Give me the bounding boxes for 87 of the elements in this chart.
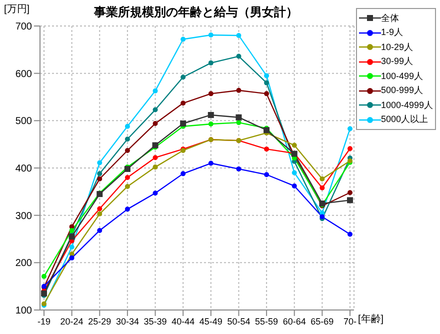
point (347, 197, 353, 204)
point (152, 164, 158, 170)
point (41, 290, 47, 296)
point (236, 120, 242, 126)
legend-label: 1-9人 (381, 26, 404, 40)
point (264, 146, 270, 152)
point (180, 120, 186, 127)
x-tick-label: 60-64 (282, 316, 306, 326)
point (124, 136, 130, 142)
x-tick-label: 65-69 (310, 316, 334, 326)
x-tick-label: 55-59 (255, 316, 278, 326)
legend-label: 10-29人 (381, 40, 414, 54)
y-tick-label: 400 (15, 164, 32, 175)
y-tick-label: 100 (15, 306, 32, 317)
point (152, 107, 158, 112)
legend-label: 1000-4999人 (381, 98, 434, 112)
point (236, 114, 242, 120)
legend-label: 500-999人 (381, 84, 424, 98)
point (348, 126, 352, 132)
point (236, 88, 242, 93)
point (264, 127, 270, 134)
x-axis-title: [年齢] (358, 312, 384, 326)
legend-label: 5000人以上 (381, 113, 428, 126)
point (97, 171, 102, 176)
x-tick-label: -19 (37, 316, 51, 326)
point (180, 74, 186, 80)
point (264, 172, 270, 178)
point (69, 244, 74, 250)
y-tick-label: 300 (15, 210, 32, 222)
point (124, 124, 130, 129)
point (97, 206, 102, 212)
point (208, 32, 214, 38)
x-tick-label: 70- (343, 316, 357, 326)
point (236, 166, 242, 172)
y-tick-label: 500 (15, 116, 32, 128)
point (236, 54, 242, 59)
point (208, 60, 214, 66)
point (236, 32, 242, 38)
legend-label: 30-99人 (381, 55, 414, 68)
x-tick-label: 25-29 (88, 316, 112, 326)
point (292, 170, 297, 176)
point (152, 142, 158, 148)
y-tick-label: 600 (15, 68, 32, 80)
point (208, 112, 214, 118)
point (320, 185, 325, 190)
point (152, 121, 158, 126)
point (124, 184, 130, 189)
point (152, 155, 158, 160)
point (152, 88, 158, 94)
x-tick-label: 35-39 (144, 316, 167, 326)
point (348, 190, 352, 196)
point (97, 176, 102, 182)
x-tick-label: 50-54 (227, 316, 250, 326)
point (69, 228, 74, 233)
legend-label: 全体 (381, 12, 399, 25)
point (208, 91, 214, 96)
point (264, 80, 270, 86)
point (124, 148, 130, 153)
point (97, 160, 102, 166)
point (208, 160, 214, 166)
point (292, 142, 297, 148)
point (292, 183, 297, 188)
point (264, 91, 270, 96)
point (124, 174, 130, 180)
chart-title: 事業所規模別の年齢と給与（男女計） (93, 4, 299, 21)
legend-label: 100-499人 (381, 70, 424, 83)
x-tick-label: 30-34 (116, 316, 139, 326)
x-tick-label: 40-44 (172, 316, 195, 326)
x-tick-label: 45-49 (199, 316, 222, 326)
point (97, 228, 102, 233)
point (124, 206, 130, 212)
point (69, 255, 74, 260)
y-tick-label: 700 (15, 22, 32, 33)
point (264, 73, 270, 78)
x-tick-label: 20-24 (60, 316, 84, 326)
point (180, 100, 186, 106)
point (97, 211, 102, 216)
point (320, 176, 325, 182)
point (208, 121, 214, 126)
point (180, 171, 186, 176)
y-axis-title: [万円] (4, 3, 30, 16)
y-tick-label: 200 (15, 258, 32, 270)
point (348, 146, 352, 152)
point (152, 190, 158, 196)
point (348, 232, 352, 237)
point (180, 36, 186, 42)
point (42, 274, 46, 279)
